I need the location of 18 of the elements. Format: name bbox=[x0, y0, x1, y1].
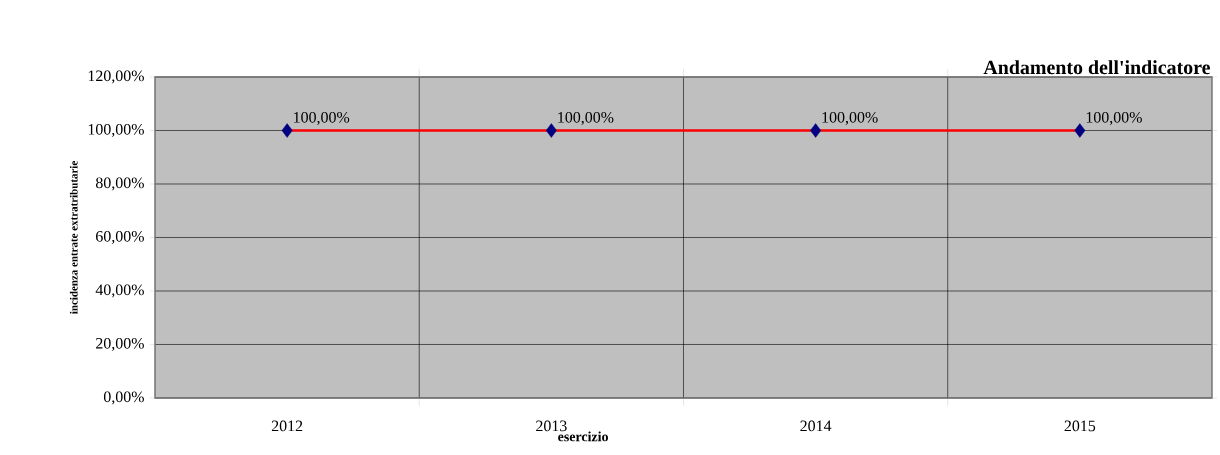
y-tick-label: 60,00% bbox=[96, 230, 144, 245]
y-tick-label: 120,00% bbox=[88, 70, 144, 84]
data-label: 100,00% bbox=[294, 111, 350, 125]
chart-title: Andamento dell'indicatore bbox=[983, 60, 1210, 75]
data-label: 100,00% bbox=[558, 111, 614, 125]
x-tick-label: 2012 bbox=[271, 420, 303, 432]
x-axis-title: esercizio bbox=[558, 431, 608, 442]
y-tick-label: 80,00% bbox=[95, 177, 144, 191]
y-axis-title: incidenza entrate extratributarie bbox=[69, 161, 78, 314]
x-tick-label: 2013 bbox=[536, 420, 567, 432]
y-tick-label: 0,00% bbox=[103, 391, 144, 405]
data-label: 100,00% bbox=[822, 111, 878, 125]
data-label: 100,00% bbox=[1086, 111, 1142, 125]
y-tick-label: 20,00% bbox=[96, 337, 144, 352]
x-tick-label: 2014 bbox=[800, 420, 832, 432]
y-tick-label: 40,00% bbox=[95, 284, 144, 298]
y-tick-label: 100,00% bbox=[88, 123, 144, 138]
x-tick-label: 2015 bbox=[1064, 420, 1096, 432]
